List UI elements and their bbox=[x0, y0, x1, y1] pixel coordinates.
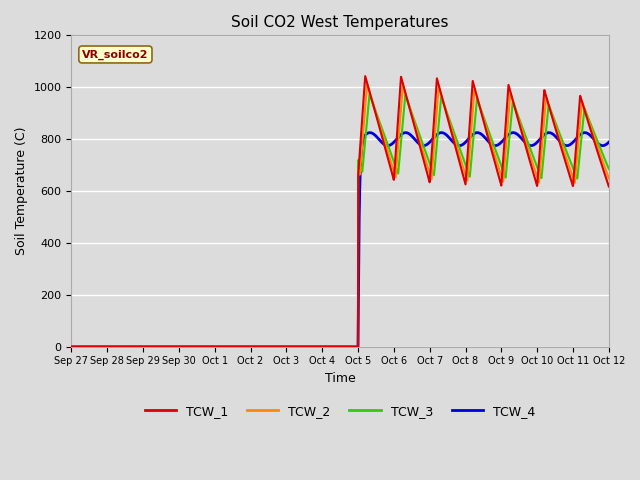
TCW_2 bbox=[273, 344, 280, 349]
TCW_4 bbox=[605, 139, 612, 145]
TCW_1 bbox=[390, 177, 397, 183]
Line: TCW_1: TCW_1 bbox=[72, 76, 609, 347]
TCW_3 bbox=[68, 344, 76, 349]
TCW_3 bbox=[365, 91, 373, 97]
TCW_1 bbox=[165, 344, 173, 349]
TCW_2 bbox=[468, 111, 476, 117]
TCW_3 bbox=[605, 166, 612, 172]
TCW_3 bbox=[390, 159, 397, 165]
Line: TCW_2: TCW_2 bbox=[72, 84, 609, 347]
TCW_3 bbox=[417, 136, 425, 142]
Text: VR_soilco2: VR_soilco2 bbox=[82, 49, 148, 60]
TCW_2 bbox=[417, 142, 425, 148]
Legend: TCW_1, TCW_2, TCW_3, TCW_4: TCW_1, TCW_2, TCW_3, TCW_4 bbox=[140, 400, 540, 423]
TCW_1 bbox=[468, 80, 476, 86]
TCW_4 bbox=[468, 132, 476, 138]
TCW_1 bbox=[509, 99, 517, 105]
TCW_2 bbox=[509, 99, 517, 105]
TCW_3 bbox=[509, 100, 517, 106]
TCW_1 bbox=[605, 184, 612, 190]
TCW_2 bbox=[363, 82, 371, 87]
TCW_3 bbox=[165, 344, 173, 349]
TCW_1 bbox=[362, 73, 369, 79]
TCW_4 bbox=[509, 130, 517, 135]
TCW_3 bbox=[273, 344, 280, 349]
TCW_2 bbox=[68, 344, 76, 349]
TCW_4 bbox=[390, 140, 397, 145]
Y-axis label: Soil Temperature (C): Soil Temperature (C) bbox=[15, 127, 28, 255]
Title: Soil CO2 West Temperatures: Soil CO2 West Temperatures bbox=[231, 15, 449, 30]
X-axis label: Time: Time bbox=[324, 372, 355, 385]
TCW_3 bbox=[468, 144, 476, 150]
TCW_4 bbox=[417, 142, 425, 148]
TCW_1 bbox=[68, 344, 76, 349]
TCW_4 bbox=[68, 344, 76, 349]
TCW_4 bbox=[165, 344, 173, 349]
TCW_1 bbox=[417, 147, 425, 153]
TCW_2 bbox=[390, 168, 397, 174]
TCW_4 bbox=[273, 344, 280, 349]
Line: TCW_4: TCW_4 bbox=[72, 132, 609, 347]
TCW_4 bbox=[509, 130, 517, 135]
TCW_2 bbox=[165, 344, 173, 349]
TCW_1 bbox=[273, 344, 280, 349]
Line: TCW_3: TCW_3 bbox=[72, 94, 609, 347]
TCW_2 bbox=[605, 176, 612, 181]
